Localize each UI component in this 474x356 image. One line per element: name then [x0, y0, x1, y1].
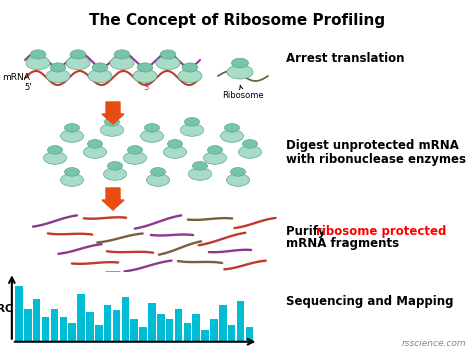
Bar	[121, 297, 129, 342]
Bar	[77, 294, 85, 342]
Ellipse shape	[103, 168, 127, 180]
Bar	[60, 316, 67, 342]
Bar	[42, 316, 49, 342]
Ellipse shape	[88, 69, 112, 83]
Ellipse shape	[30, 50, 46, 59]
Ellipse shape	[114, 50, 130, 59]
Ellipse shape	[164, 146, 186, 158]
Ellipse shape	[232, 58, 248, 68]
Bar	[86, 312, 94, 342]
Ellipse shape	[230, 168, 246, 176]
Ellipse shape	[146, 174, 170, 186]
Text: Sequencing and Mapping: Sequencing and Mapping	[286, 294, 454, 308]
Ellipse shape	[124, 152, 146, 164]
Text: RC: RC	[0, 304, 13, 314]
Bar	[210, 319, 218, 342]
Text: mRNA: mRNA	[2, 73, 30, 83]
Text: 3': 3'	[143, 83, 151, 91]
Bar	[201, 330, 209, 342]
Ellipse shape	[192, 162, 208, 170]
Bar	[33, 299, 40, 342]
Ellipse shape	[110, 56, 134, 70]
Ellipse shape	[189, 168, 211, 180]
Ellipse shape	[70, 50, 86, 59]
Bar	[15, 286, 23, 342]
Ellipse shape	[46, 69, 70, 83]
FancyArrow shape	[102, 188, 124, 210]
Ellipse shape	[108, 162, 122, 170]
Ellipse shape	[66, 56, 90, 70]
Ellipse shape	[208, 146, 222, 154]
Text: 5': 5'	[24, 83, 32, 91]
Ellipse shape	[160, 50, 176, 59]
Text: Digest unprotected mRNA: Digest unprotected mRNA	[286, 140, 459, 152]
Text: Purify: Purify	[286, 225, 330, 237]
Ellipse shape	[26, 56, 50, 70]
Ellipse shape	[92, 63, 108, 72]
Ellipse shape	[178, 69, 202, 83]
Ellipse shape	[184, 117, 200, 126]
Ellipse shape	[83, 146, 107, 158]
Bar	[24, 309, 32, 342]
Bar	[228, 325, 236, 342]
Ellipse shape	[64, 168, 80, 176]
Ellipse shape	[151, 168, 165, 176]
Bar	[166, 319, 173, 342]
Bar	[175, 309, 182, 342]
Text: rsscience.com: rsscience.com	[401, 339, 466, 348]
Ellipse shape	[61, 130, 83, 142]
Ellipse shape	[50, 63, 66, 72]
Bar	[219, 305, 227, 342]
Bar	[51, 309, 58, 342]
Bar	[95, 325, 102, 342]
Bar	[183, 323, 191, 342]
Ellipse shape	[225, 124, 239, 132]
Text: Ribosome: Ribosome	[222, 85, 264, 100]
Bar	[113, 310, 120, 342]
Ellipse shape	[47, 146, 63, 154]
Ellipse shape	[203, 152, 227, 164]
Ellipse shape	[238, 146, 262, 158]
Ellipse shape	[133, 69, 157, 83]
Bar	[68, 323, 76, 342]
Ellipse shape	[145, 124, 159, 132]
Text: The Concept of Ribosome Profiling: The Concept of Ribosome Profiling	[89, 13, 385, 28]
Text: ribosome protected: ribosome protected	[316, 225, 447, 237]
Bar	[157, 314, 164, 342]
Ellipse shape	[100, 124, 124, 136]
Bar	[148, 303, 155, 342]
Ellipse shape	[182, 63, 198, 72]
Ellipse shape	[227, 174, 249, 186]
Bar	[139, 327, 147, 342]
FancyArrow shape	[102, 272, 124, 294]
Bar	[104, 305, 111, 342]
Ellipse shape	[61, 174, 83, 186]
Text: mRNA fragments: mRNA fragments	[286, 237, 399, 251]
Ellipse shape	[44, 152, 66, 164]
Ellipse shape	[137, 63, 153, 72]
Text: with ribonuclease enzymes: with ribonuclease enzymes	[286, 152, 466, 166]
Ellipse shape	[64, 124, 80, 132]
Ellipse shape	[227, 65, 253, 79]
Bar	[192, 314, 200, 342]
Bar	[237, 301, 245, 342]
Ellipse shape	[181, 124, 203, 136]
Ellipse shape	[88, 140, 102, 148]
Ellipse shape	[220, 130, 244, 142]
FancyArrow shape	[102, 102, 124, 124]
Bar	[246, 327, 253, 342]
Ellipse shape	[105, 117, 119, 126]
Ellipse shape	[128, 146, 143, 154]
Ellipse shape	[167, 140, 182, 148]
Bar	[130, 319, 138, 342]
Ellipse shape	[156, 56, 180, 70]
Text: Arrest translation: Arrest translation	[286, 52, 404, 66]
Ellipse shape	[140, 130, 164, 142]
Ellipse shape	[243, 140, 257, 148]
